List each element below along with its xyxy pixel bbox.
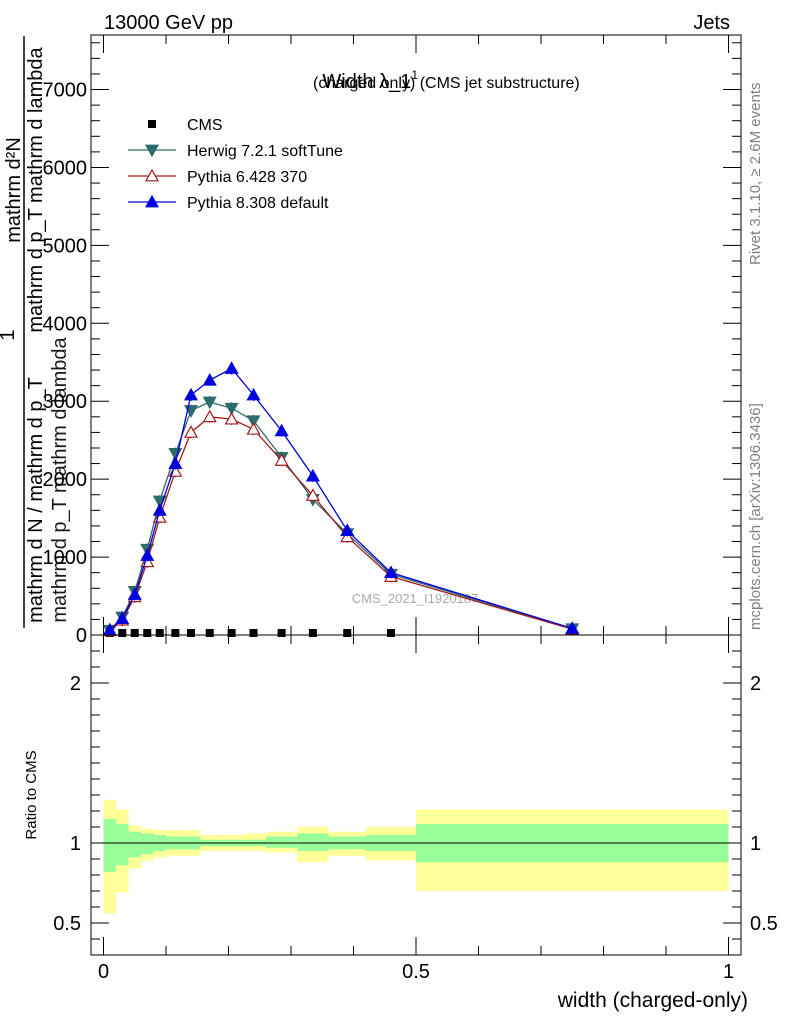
y-tick-label: 6000 (43, 157, 88, 179)
chart-title-subtitle: (charged only) (CMS jet substructure) (313, 75, 580, 92)
y-tick-label: 1000 (43, 547, 88, 569)
y-label-denominator-top: mathrm d p_T mathrm d lambda (25, 46, 47, 332)
stat-uncertainty-band (141, 833, 154, 855)
data-point (246, 387, 261, 401)
data-point (155, 629, 164, 637)
data-point (143, 629, 152, 637)
main-panel: 1000 2000 3000 4000 5000 6000 7000 0 CMS_2021_I… (43, 34, 742, 647)
main-series (102, 361, 580, 638)
y-label-denominator-bottom: mathrm d N / mathrm d p_T (25, 377, 47, 623)
ratio-x-tick-label: 0 (98, 961, 109, 983)
y-tick-label: 3000 (43, 391, 88, 413)
main-y-axis-label: 1 mathrm d²N mathrm d²N mathrm d p_T mat… (0, 36, 71, 628)
legend: CMS Herwig 7.2.1 softTune Pythia 6.428 370… (128, 117, 343, 212)
rivet-label: Rivet 3.1.10, ≥ 2.6M events (747, 83, 764, 266)
ratio-tick-labels: 0.5 0.5 1 1 2 2 0 0.5 1 (53, 673, 778, 983)
stat-uncertainty-band (103, 819, 116, 872)
legend-marker (144, 144, 160, 158)
ratio-x-tick-label: 1 (723, 961, 734, 983)
legend-marker (144, 168, 160, 182)
legend-marker (144, 194, 160, 208)
data-point (224, 361, 239, 374)
main-y-tick-labels: 1000 2000 3000 4000 5000 6000 7000 0 (43, 80, 88, 647)
ratio-y-label: Ratio to CMS (23, 750, 40, 839)
series-pythia-8-308-default (102, 361, 580, 636)
data-point (202, 409, 217, 423)
data-point (274, 423, 289, 437)
y-tick-label-zero: 0 (76, 625, 87, 647)
ratio-x-tick-label: 0.5 (402, 961, 430, 983)
data-point (187, 629, 195, 637)
series-herwig-7-2-1-softtune (102, 396, 580, 638)
data-point (277, 629, 286, 637)
series-pythia-6-428-370 (102, 409, 580, 637)
chart-title-main: Width λ_11 (322, 68, 418, 93)
data-point (383, 565, 399, 579)
stat-uncertainty-band (128, 831, 141, 858)
stat-uncertainty-band (116, 823, 129, 866)
y-tick-label: 2000 (43, 469, 88, 491)
data-point (246, 422, 261, 435)
series-line (109, 367, 573, 631)
analysis-watermark: CMS_2021_I1920187 (352, 591, 479, 606)
y-label-denominator-extra: mathrm d p_T mathrm d lambda (49, 336, 71, 622)
data-point (224, 402, 239, 416)
y-tick-label: 4000 (43, 313, 88, 335)
stat-uncertainty-band (297, 833, 329, 851)
ratio-y-tick-label-right: 0.5 (750, 913, 778, 935)
ratio-axis-ticks (91, 635, 741, 955)
ratio-y-tick-label: 0.5 (53, 913, 81, 935)
energy-label: 13000 GeV pp (104, 12, 233, 34)
data-point (308, 629, 317, 637)
ratio-y-tick-label-right: 1 (750, 833, 761, 855)
data-point (246, 415, 261, 428)
data-point (115, 611, 130, 625)
y-tick-label: 5000 (43, 235, 88, 257)
series-line (109, 401, 573, 631)
category-label: Jets (693, 12, 730, 34)
data-point (274, 453, 289, 466)
data-point (183, 425, 199, 438)
mcplots-label: mcplots.cern.ch [arXiv:1306.3436] (747, 403, 764, 630)
main-axis-ticks (91, 35, 741, 635)
series-cms (105, 629, 395, 637)
ratio-y-tick-label: 2 (70, 673, 81, 695)
stat-uncertainty-band (266, 836, 298, 848)
data-point (171, 629, 180, 637)
data-point (343, 629, 352, 637)
data-point (127, 587, 142, 600)
data-point (205, 629, 214, 637)
ratio-y-tick-label-right: 2 (750, 673, 761, 695)
y-tick-label: 7000 (43, 80, 88, 102)
legend-label: Pythia 6.428 370 (187, 169, 307, 186)
data-point (224, 411, 239, 425)
data-point (130, 629, 139, 637)
data-point (183, 387, 199, 401)
ratio-panel-frame (90, 634, 742, 956)
data-point (202, 396, 217, 410)
legend-marker (148, 120, 156, 128)
data-point (227, 629, 236, 637)
data-point (305, 488, 320, 501)
data-point (249, 629, 258, 637)
data-point (140, 548, 155, 561)
legend-label: Herwig 7.2.1 softTune (187, 143, 343, 160)
legend-label: CMS (187, 117, 223, 134)
data-point (340, 523, 355, 536)
data-point (565, 621, 580, 634)
ratio-y-tick-label: 1 (70, 833, 81, 855)
y-label-numerator: mathrm d²N (3, 137, 25, 243)
data-point (118, 629, 127, 637)
x-axis-label: width (charged-only) (557, 989, 748, 1012)
data-point (202, 372, 217, 386)
ratio-panel: 0.5 0.5 1 1 2 2 0 0.5 1 Ratio to CMS width (char… (23, 634, 778, 1012)
data-point (152, 503, 167, 516)
y-label-fraction-one: 1 (0, 329, 19, 340)
data-point (387, 629, 395, 637)
data-point (305, 468, 320, 482)
ratio-bands (103, 799, 729, 914)
legend-label: Pythia 8.308 default (187, 195, 329, 212)
data-point (168, 456, 183, 469)
